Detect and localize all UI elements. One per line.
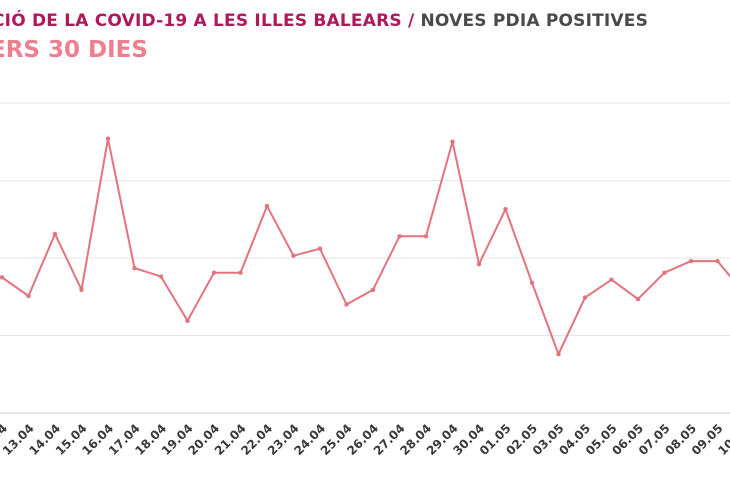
data-point: [370, 287, 376, 292]
series-line: [1, 137, 730, 356]
data-point: [450, 139, 455, 144]
data-point: [264, 203, 270, 209]
data-point: [79, 287, 84, 292]
data-point: [556, 351, 561, 357]
series-line-layer: [1, 137, 730, 356]
chart-title: CIÓ DE LA COVID-19 A LES ILLES BALEARS /…: [0, 10, 730, 32]
data-point: [158, 274, 164, 279]
chart-title-separator: /: [401, 11, 421, 31]
data-point: [715, 258, 720, 264]
data-point: [397, 234, 402, 239]
data-point: [26, 293, 31, 299]
chart-subtitle: ERS 30 DIES: [0, 37, 148, 63]
data-point: [688, 258, 694, 264]
chart-title-sub: NOVES PDIA POSITIVES: [420, 11, 649, 31]
data-point: [132, 265, 137, 271]
chart-header: CIÓ DE LA COVID-19 A LES ILLES BALEARS /…: [0, 10, 730, 66]
data-point: [529, 280, 535, 285]
data-point: [211, 270, 217, 275]
data-point: [291, 253, 296, 258]
grid-lines: [0, 102, 730, 336]
data-point: [105, 136, 111, 141]
data-point: [609, 277, 614, 282]
data-point: [185, 318, 190, 323]
data-point: [344, 302, 349, 307]
data-point: [476, 262, 482, 267]
data-point: [0, 275, 5, 280]
data-point: [582, 295, 588, 300]
data-point: [635, 296, 641, 302]
data-point: [503, 206, 508, 212]
data-point: [423, 234, 429, 239]
data-point: [52, 231, 58, 237]
data-point: [238, 270, 243, 275]
x-tick-labels: 12.0413.0414.0415.0416.0417.0418.0419.04…: [0, 421, 730, 458]
data-point: [662, 270, 667, 275]
data-point: [317, 246, 323, 251]
data-points: [0, 136, 720, 357]
chart-title-main: CIÓ DE LA COVID-19 A LES ILLES BALEARS: [0, 11, 402, 31]
